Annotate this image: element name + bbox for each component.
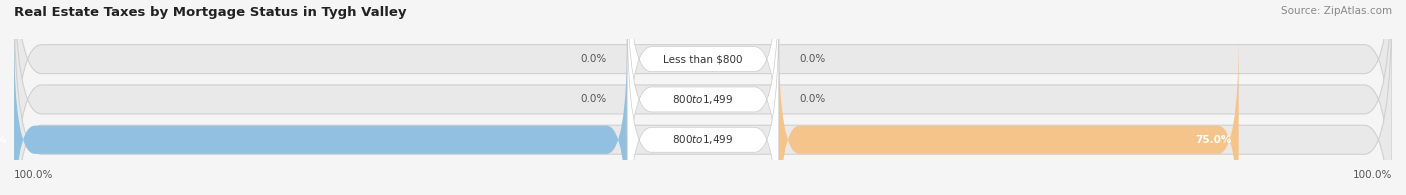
Text: 100.0%: 100.0% xyxy=(0,135,7,145)
Text: 100.0%: 100.0% xyxy=(1353,170,1392,180)
FancyBboxPatch shape xyxy=(14,0,1392,195)
FancyBboxPatch shape xyxy=(14,0,1392,195)
Text: 0.0%: 0.0% xyxy=(800,54,825,64)
FancyBboxPatch shape xyxy=(627,0,779,188)
FancyBboxPatch shape xyxy=(627,0,779,195)
FancyBboxPatch shape xyxy=(627,11,779,195)
Text: 0.0%: 0.0% xyxy=(581,54,606,64)
Text: $800 to $1,499: $800 to $1,499 xyxy=(672,93,734,106)
Text: 100.0%: 100.0% xyxy=(14,170,53,180)
FancyBboxPatch shape xyxy=(779,33,1239,195)
FancyBboxPatch shape xyxy=(14,0,1392,195)
Text: 75.0%: 75.0% xyxy=(1195,135,1232,145)
Text: 0.0%: 0.0% xyxy=(800,94,825,105)
Text: Source: ZipAtlas.com: Source: ZipAtlas.com xyxy=(1281,6,1392,16)
Text: 0.0%: 0.0% xyxy=(581,94,606,105)
Text: $800 to $1,499: $800 to $1,499 xyxy=(672,133,734,146)
Text: Real Estate Taxes by Mortgage Status in Tygh Valley: Real Estate Taxes by Mortgage Status in … xyxy=(14,6,406,19)
Text: Less than $800: Less than $800 xyxy=(664,54,742,64)
FancyBboxPatch shape xyxy=(14,33,627,195)
